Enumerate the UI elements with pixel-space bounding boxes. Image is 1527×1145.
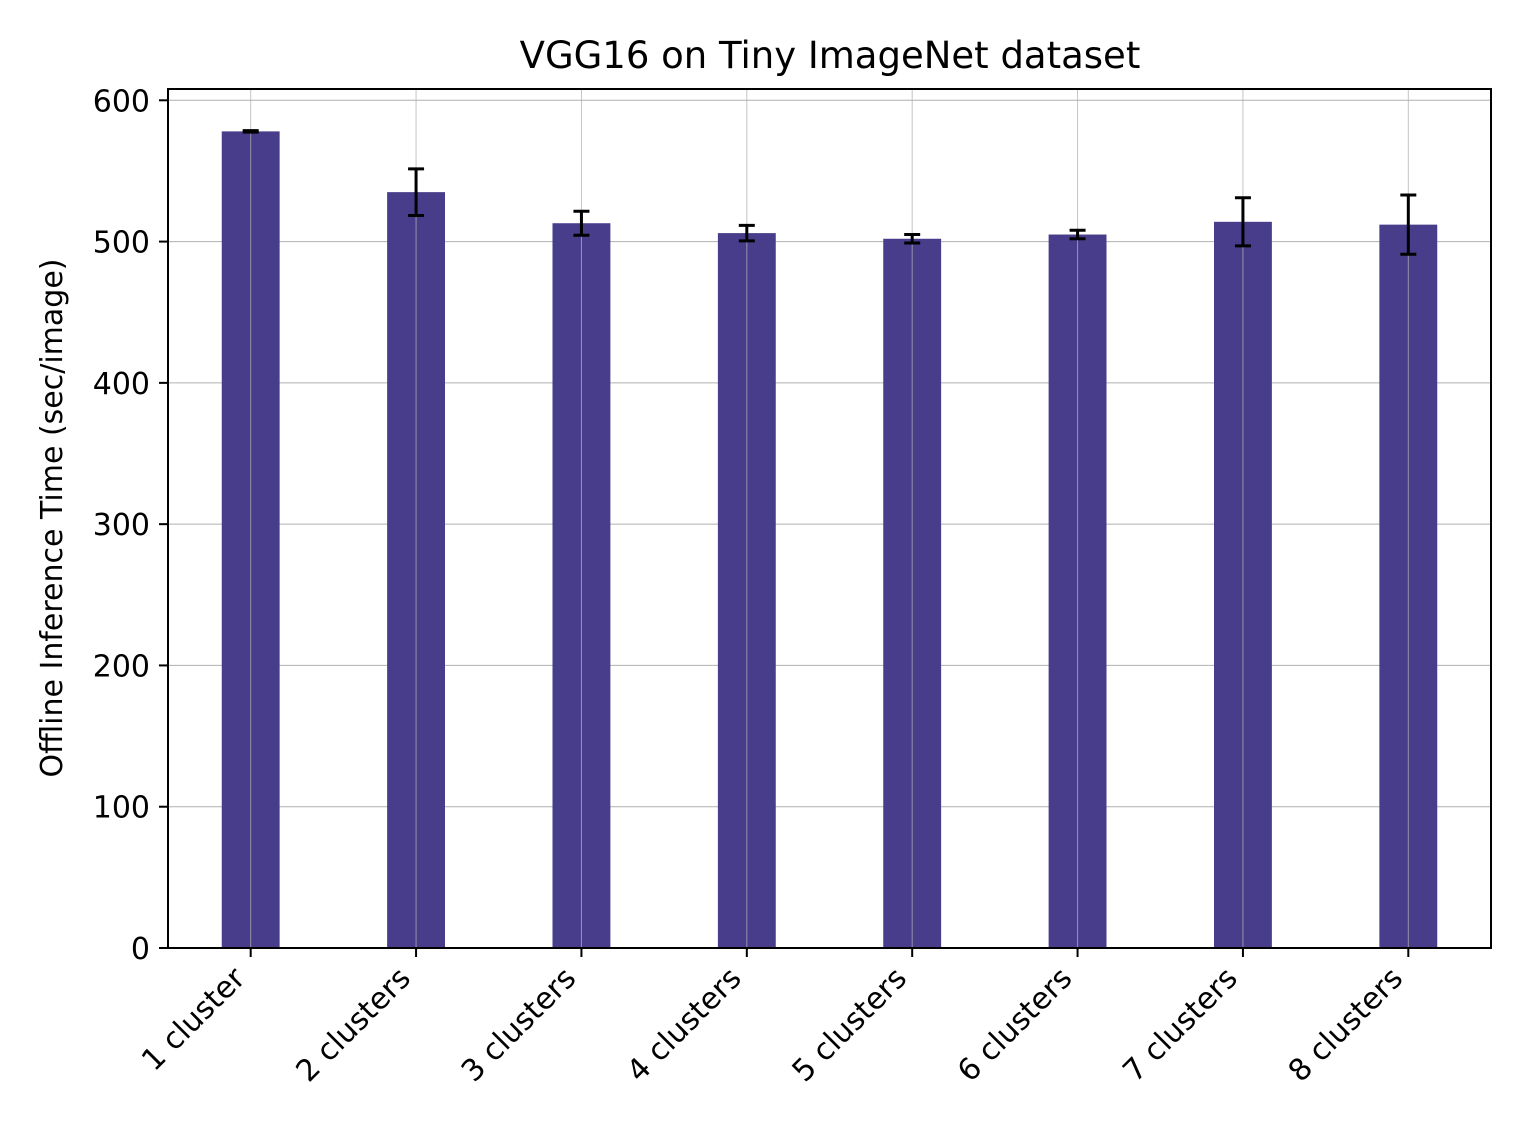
error-bar: [242, 129, 259, 134]
x-tick-label: 3 clusters: [455, 961, 583, 1089]
plot-frame: [167, 88, 1492, 949]
error-bar: [738, 223, 755, 243]
error-bar: [1234, 196, 1251, 248]
y-tick-label: 400: [93, 367, 150, 402]
x-tick-label: 6 clusters: [951, 961, 1079, 1089]
grid-layer: [168, 99, 1491, 949]
x-tick-label: 1 cluster: [135, 960, 253, 1078]
error-bar: [573, 209, 590, 237]
x-tick-label: 2 clusters: [290, 961, 418, 1089]
y-tick-label: 200: [93, 649, 150, 684]
x-tick-label: 7 clusters: [1116, 961, 1244, 1089]
y-tick-label: 300: [93, 508, 150, 543]
x-tick-label: 8 clusters: [1282, 961, 1410, 1089]
y-axis-label: Offline Inference Time (sec/image): [35, 259, 70, 778]
x-tick-label: 4 clusters: [620, 961, 748, 1089]
chart-title: VGG16 on Tiny ImageNet dataset: [520, 34, 1141, 77]
errorbars-layer: [242, 89, 1417, 948]
y-tick-label: 500: [93, 226, 150, 261]
y-tick-label: 600: [93, 84, 150, 119]
error-bar: [904, 233, 921, 245]
error-bar: [408, 167, 425, 217]
axes-layer: 0 100 200 300 400 500 600 1 cluster 2 clusters 3 …: [93, 84, 1492, 1089]
y-tick-label: 0: [131, 932, 150, 967]
error-bar: [1069, 228, 1086, 241]
bars-layer: [221, 131, 1438, 949]
y-tick-label: 100: [93, 791, 150, 826]
x-tick-label: 5 clusters: [786, 961, 914, 1089]
error-bar: [1400, 193, 1417, 256]
